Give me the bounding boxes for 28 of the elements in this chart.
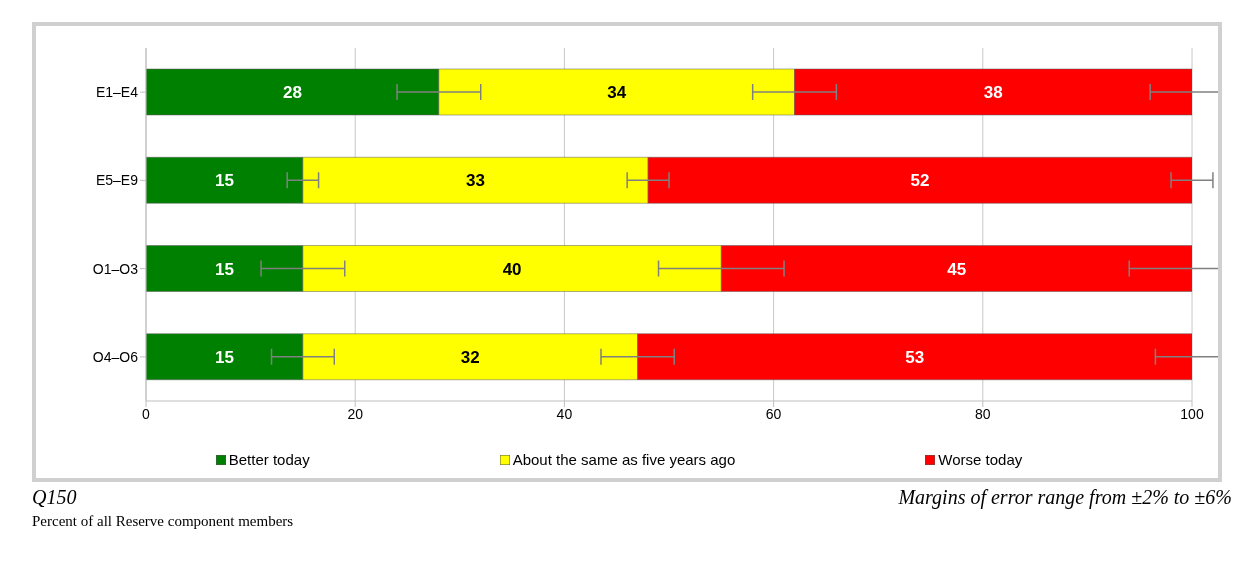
x-tick-label: 40 xyxy=(556,405,573,422)
y-tick-label: E1–E4 xyxy=(95,84,139,101)
y-tick-label: O1–O3 xyxy=(92,260,139,277)
legend-label: Worse today xyxy=(938,451,1023,468)
data-label: 33 xyxy=(466,171,485,191)
data-label: 52 xyxy=(910,171,930,191)
y-tick-label: E5–E9 xyxy=(95,172,139,189)
data-label: 15 xyxy=(214,171,234,191)
data-label: 38 xyxy=(983,83,1003,103)
data-label: 34 xyxy=(607,83,627,103)
x-tick-label: 80 xyxy=(975,405,991,422)
x-tick-label: 60 xyxy=(765,405,782,422)
data-label: 28 xyxy=(282,83,302,103)
y-tick-label: O4–O6 xyxy=(92,348,139,365)
text: Percent of all Reserve component members xyxy=(32,513,295,530)
data-label: 40 xyxy=(502,259,522,279)
text: Q150 xyxy=(32,486,77,509)
data-label: 45 xyxy=(947,259,967,279)
data-label: 15 xyxy=(214,347,234,367)
x-tick-label: 20 xyxy=(347,405,364,422)
x-tick-label: 100 xyxy=(1180,405,1204,422)
x-tick-label: 0 xyxy=(142,405,151,422)
data-label: 32 xyxy=(460,347,480,367)
legend-label: Better today xyxy=(228,451,310,468)
data-label: 15 xyxy=(214,259,234,279)
text: Margins of error range from ±2% to ±6% xyxy=(898,486,1232,509)
legend-label: About the same as five years ago xyxy=(512,451,736,468)
data-label: 53 xyxy=(905,347,925,367)
